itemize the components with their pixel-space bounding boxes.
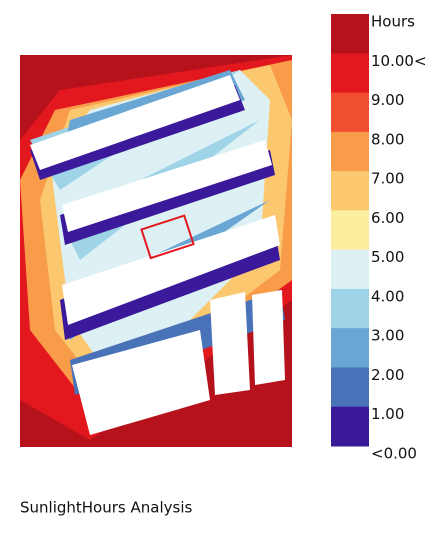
courtyard [140,214,195,260]
building [62,140,272,232]
legend-swatch [331,288,369,329]
legend-label: 5.00 [371,248,404,266]
legend-label: 9.00 [371,91,404,109]
legend-label: 2.00 [371,366,404,384]
building [30,75,240,170]
legend-swatch [331,53,369,94]
legend-swatch [331,131,369,172]
legend-swatch [331,249,369,290]
building [252,290,285,385]
legend-swatch [331,171,369,211]
legend-swatch [331,92,369,133]
legend-title: Hours [371,13,415,31]
legend-swatch [331,14,369,54]
legend-swatch [331,210,369,251]
site-map [20,55,292,447]
legend-label: 4.00 [371,287,404,305]
legend-swatch [331,367,369,408]
legend-label: 1.00 [371,405,404,423]
legend-label: 8.00 [371,130,404,148]
legend-label: 6.00 [371,209,404,227]
buildings [30,75,285,435]
legend-label: 3.00 [371,327,404,345]
legend-swatch [331,328,369,368]
legend-label: 10.00< [371,52,427,70]
legend-swatch [331,406,369,447]
building [62,215,280,325]
building [210,292,250,395]
legend-label: 7.00 [371,170,404,188]
caption: SunlightHours Analysis [20,499,192,517]
building [72,330,210,435]
legend-label: <0.00 [371,445,417,463]
legend: 10.00< 9.00 8.00 7.00 6.00 5.00 4.00 3.00 2.00 1.… [331,13,427,463]
